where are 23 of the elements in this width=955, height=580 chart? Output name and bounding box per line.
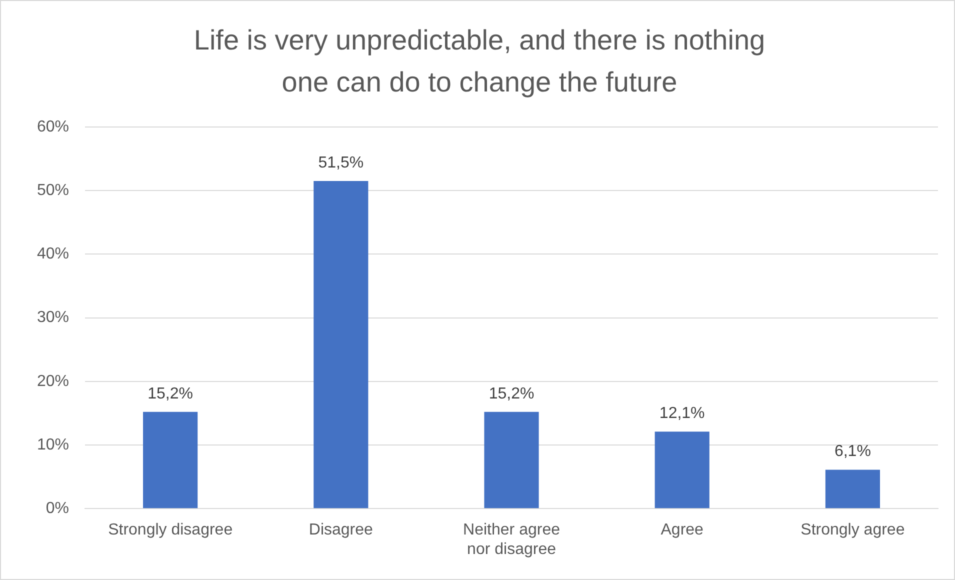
x-tick-label: Strongly agree <box>800 522 905 539</box>
bar <box>484 412 539 508</box>
data-label: 6,1% <box>834 443 871 460</box>
y-tick-label: 60% <box>36 118 70 136</box>
data-label: 12,1% <box>659 405 705 422</box>
y-tick-label: 0% <box>46 500 70 518</box>
data-label: 15,2% <box>148 385 194 402</box>
x-tick-label: Strongly disagree <box>108 522 233 539</box>
x-tick-label: Disagree <box>308 522 374 539</box>
y-tick-label: 40% <box>36 246 70 263</box>
y-tick-label: 50% <box>36 182 70 200</box>
bar <box>314 181 368 508</box>
chart-title: Life is very unpredictable, and there is nothing one can do to change the future <box>194 24 766 98</box>
x-tick-label: Neither agree nor disagree <box>463 522 560 558</box>
data-label: 15,2% <box>488 385 534 402</box>
x-tick-label: Agree <box>660 522 704 539</box>
data-label: 51,5% <box>318 154 364 172</box>
y-tick-label: 30% <box>36 309 70 326</box>
y-tick-label: 10% <box>36 436 70 454</box>
bar <box>825 470 880 508</box>
bar <box>654 432 710 508</box>
y-tick-label: 20% <box>36 372 70 390</box>
bar <box>143 412 198 508</box>
